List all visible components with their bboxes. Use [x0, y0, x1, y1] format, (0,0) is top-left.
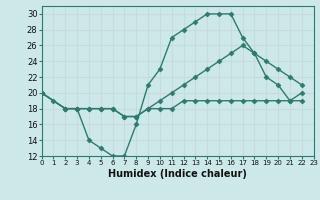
X-axis label: Humidex (Indice chaleur): Humidex (Indice chaleur) — [108, 169, 247, 179]
